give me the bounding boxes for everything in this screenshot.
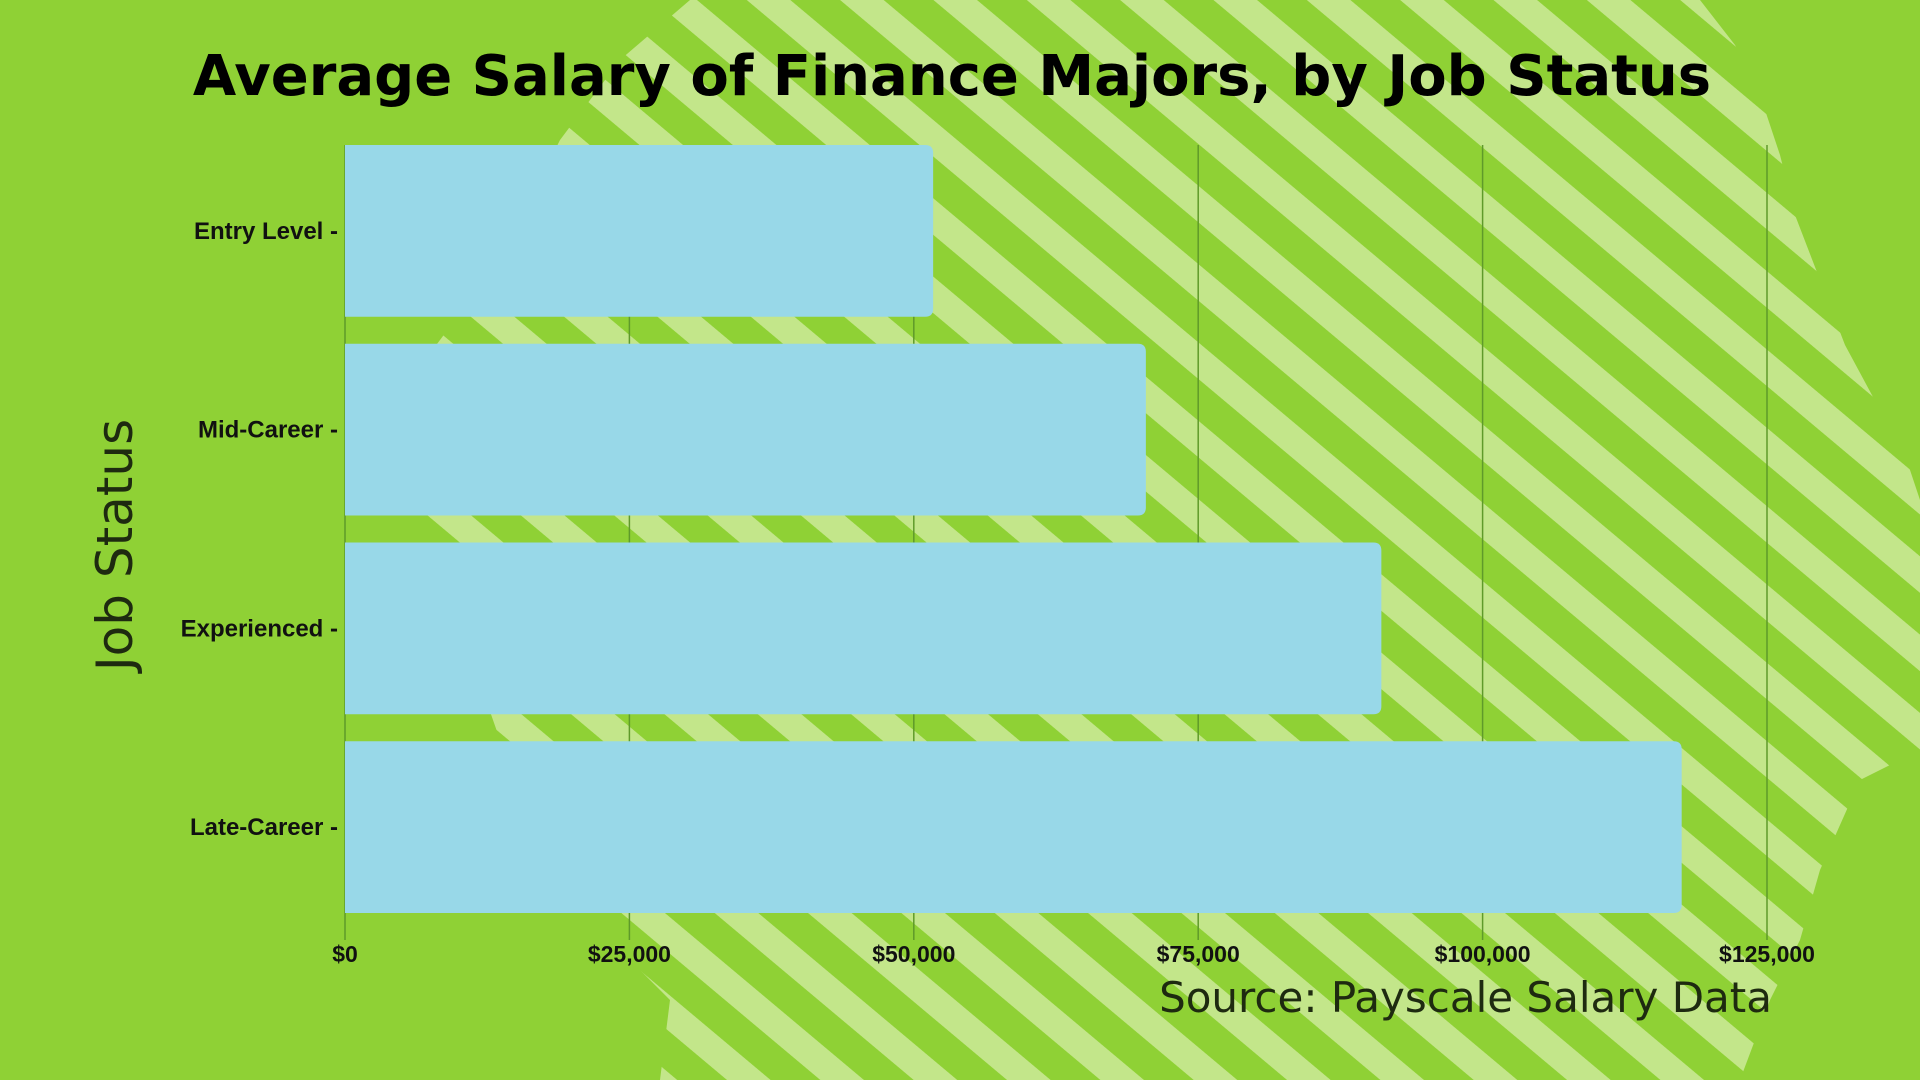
category-label: Late-Career -	[190, 814, 338, 841]
category-label: Experienced -	[181, 615, 338, 642]
chart-title: Average Salary of Finance Majors, by Job…	[193, 44, 1711, 109]
y-axis-label: Job Status	[86, 419, 144, 674]
source-note: Source: Payscale Salary Data	[1159, 973, 1772, 1022]
x-tick-label: $0	[332, 941, 358, 967]
x-tick-label: $25,000	[588, 941, 671, 967]
bar-entry-level	[345, 145, 934, 317]
category-label: Mid-Career -	[198, 417, 338, 444]
bar-mid-career	[345, 343, 1146, 516]
x-tick-label: $125,000	[1719, 941, 1815, 967]
x-tick-label: $100,000	[1435, 941, 1531, 967]
x-tick-label: $75,000	[1157, 941, 1240, 967]
category-label: Entry Level -	[194, 218, 338, 245]
category-labels: Entry Level - Mid-Career - Experienced - La…	[181, 218, 338, 841]
bar-experienced	[345, 542, 1382, 715]
x-axis-ticks: $0 $25,000 $50,000 $75,000 $100,000 $125,000	[332, 941, 1815, 967]
bar-late-career	[345, 741, 1682, 913]
bars	[345, 145, 1682, 913]
x-tick-label: $50,000	[872, 941, 955, 967]
